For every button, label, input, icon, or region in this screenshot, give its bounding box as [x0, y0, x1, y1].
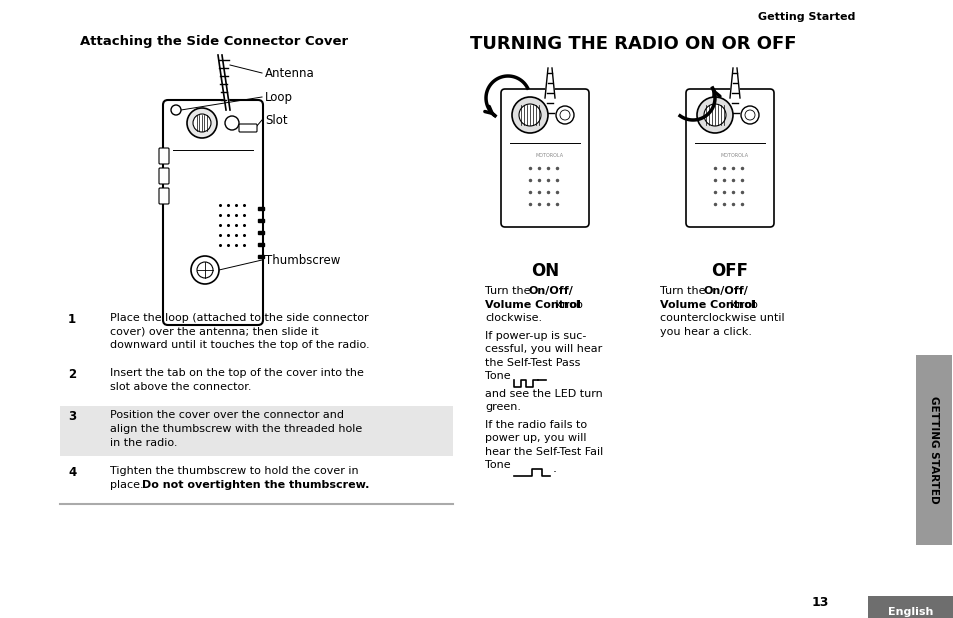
Bar: [257, 255, 264, 258]
Text: Tighten the thumbscrew to hold the cover in: Tighten the thumbscrew to hold the cover…: [110, 466, 358, 476]
Circle shape: [196, 262, 213, 278]
Bar: [257, 231, 264, 234]
Circle shape: [744, 110, 754, 120]
FancyBboxPatch shape: [239, 124, 256, 132]
Text: ON: ON: [531, 262, 558, 280]
FancyBboxPatch shape: [500, 89, 588, 227]
Circle shape: [225, 116, 239, 130]
Text: Turn the: Turn the: [659, 286, 708, 296]
Bar: [257, 207, 264, 210]
Text: On/Off/: On/Off/: [702, 286, 747, 296]
Text: MOTOROLA: MOTOROLA: [536, 153, 563, 158]
Text: counterclockwise until: counterclockwise until: [659, 313, 783, 323]
Text: the Self-Test Pass: the Self-Test Pass: [484, 358, 579, 368]
Polygon shape: [544, 68, 555, 98]
Bar: [60, 405, 453, 456]
Text: 1: 1: [68, 313, 76, 326]
Text: Turn the: Turn the: [484, 286, 534, 296]
Text: knob: knob: [726, 300, 758, 310]
Text: English: English: [887, 607, 933, 617]
Text: Tone: Tone: [484, 460, 510, 470]
Text: in the radio.: in the radio.: [110, 438, 177, 447]
Text: 2: 2: [68, 368, 76, 381]
FancyBboxPatch shape: [159, 148, 169, 164]
Text: cessful, you will hear: cessful, you will hear: [484, 344, 601, 354]
Text: Insert the tab on the top of the cover into the: Insert the tab on the top of the cover i…: [110, 368, 363, 378]
Text: OFF: OFF: [711, 262, 748, 280]
Text: Position the cover over the connector and: Position the cover over the connector an…: [110, 410, 344, 420]
Circle shape: [191, 256, 219, 284]
Text: and see the LED turn: and see the LED turn: [484, 389, 602, 399]
Text: 3: 3: [68, 410, 76, 423]
Polygon shape: [218, 55, 230, 110]
Text: Attaching the Side Connector Cover: Attaching the Side Connector Cover: [80, 35, 348, 48]
Text: MOTOROLA: MOTOROLA: [720, 153, 748, 158]
Text: Do not overtighten the thumbscrew.: Do not overtighten the thumbscrew.: [142, 480, 369, 489]
Text: align the thumbscrew with the threaded hole: align the thumbscrew with the threaded h…: [110, 424, 362, 434]
Text: you hear a click.: you hear a click.: [659, 326, 751, 336]
FancyBboxPatch shape: [685, 89, 773, 227]
Bar: [915, 355, 951, 545]
Polygon shape: [729, 68, 740, 98]
Text: clockwise.: clockwise.: [484, 313, 541, 323]
Text: 13: 13: [810, 596, 828, 609]
Circle shape: [559, 110, 569, 120]
Text: Getting Started: Getting Started: [757, 12, 854, 22]
Text: hear the Self-Test Fail: hear the Self-Test Fail: [484, 447, 602, 457]
Circle shape: [740, 106, 759, 124]
Circle shape: [556, 106, 574, 124]
Text: On/Off/: On/Off/: [528, 286, 573, 296]
Bar: [257, 243, 264, 246]
Text: power up, you will: power up, you will: [484, 433, 586, 443]
Text: Volume Control: Volume Control: [484, 300, 580, 310]
Text: knob: knob: [552, 300, 582, 310]
Text: .: .: [553, 462, 557, 475]
Text: place.: place.: [110, 480, 147, 489]
Text: downward until it touches the top of the radio.: downward until it touches the top of the…: [110, 340, 369, 350]
Text: cover) over the antenna; then slide it: cover) over the antenna; then slide it: [110, 326, 318, 336]
Text: GETTING STARTED: GETTING STARTED: [928, 396, 938, 504]
Text: Place the loop (attached to the side connector: Place the loop (attached to the side con…: [110, 313, 368, 323]
Text: slot above the connector.: slot above the connector.: [110, 382, 252, 392]
Text: Antenna: Antenna: [265, 67, 314, 80]
Text: Slot: Slot: [265, 114, 287, 127]
Text: 4: 4: [68, 466, 76, 479]
Circle shape: [512, 97, 547, 133]
Text: Loop: Loop: [265, 90, 293, 103]
Circle shape: [703, 104, 725, 126]
Bar: [257, 219, 264, 222]
Text: TURNING THE RADIO ON OR OFF: TURNING THE RADIO ON OR OFF: [470, 35, 796, 53]
Circle shape: [697, 97, 732, 133]
Text: Thumbscrew: Thumbscrew: [265, 253, 340, 266]
Circle shape: [187, 108, 216, 138]
Circle shape: [171, 105, 181, 115]
Bar: [867, 596, 953, 618]
Text: Volume Control: Volume Control: [659, 300, 755, 310]
Text: If the radio fails to: If the radio fails to: [484, 420, 586, 430]
FancyBboxPatch shape: [159, 188, 169, 204]
Circle shape: [193, 114, 211, 132]
Text: green.: green.: [484, 402, 520, 412]
Text: If power-up is suc-: If power-up is suc-: [484, 331, 586, 341]
FancyBboxPatch shape: [159, 168, 169, 184]
Text: Tone: Tone: [484, 371, 510, 381]
FancyBboxPatch shape: [163, 100, 263, 325]
Circle shape: [518, 104, 540, 126]
